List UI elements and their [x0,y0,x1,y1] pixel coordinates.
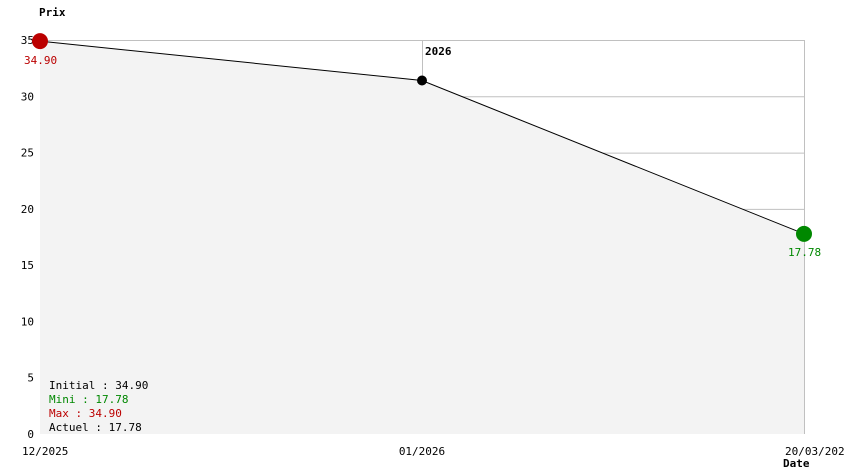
y-tick-label: 10 [21,315,34,328]
data-points [32,33,812,242]
y-axis-label: Prix [39,6,66,19]
legend-mini: Mini : 17.78 [49,393,128,406]
year-marker-label: 2026 [425,45,452,58]
y-tick-label: 5 [27,372,34,385]
x-tick-label: 12/2025 [22,445,68,458]
x-axis-ticks: 12/2025 01/2026 20/03/2026 [22,445,844,458]
x-tick-label: 20/03/2026 [785,445,844,458]
legend-actuel: Actuel : 17.78 [49,421,142,434]
min-point [796,225,812,242]
y-tick-label: 25 [21,147,34,160]
y-tick-label: 0 [27,428,34,441]
data-point [417,75,427,86]
x-tick-label: 01/2026 [399,445,445,458]
y-axis-ticks: 0 5 10 15 20 25 30 35 [21,34,34,441]
y-tick-label: 20 [21,203,34,216]
min-value-label: 17.78 [788,246,821,259]
y-tick-label: 15 [21,259,34,272]
y-tick-label: 35 [21,34,34,47]
price-area-fill [40,41,804,435]
legend-initial: Initial : 34.90 [49,379,148,392]
max-value-label: 34.90 [24,54,57,67]
max-point [32,33,48,50]
y-tick-label: 30 [21,90,34,103]
x-axis-label: Date [783,457,810,470]
legend-max: Max : 34.90 [49,407,122,420]
